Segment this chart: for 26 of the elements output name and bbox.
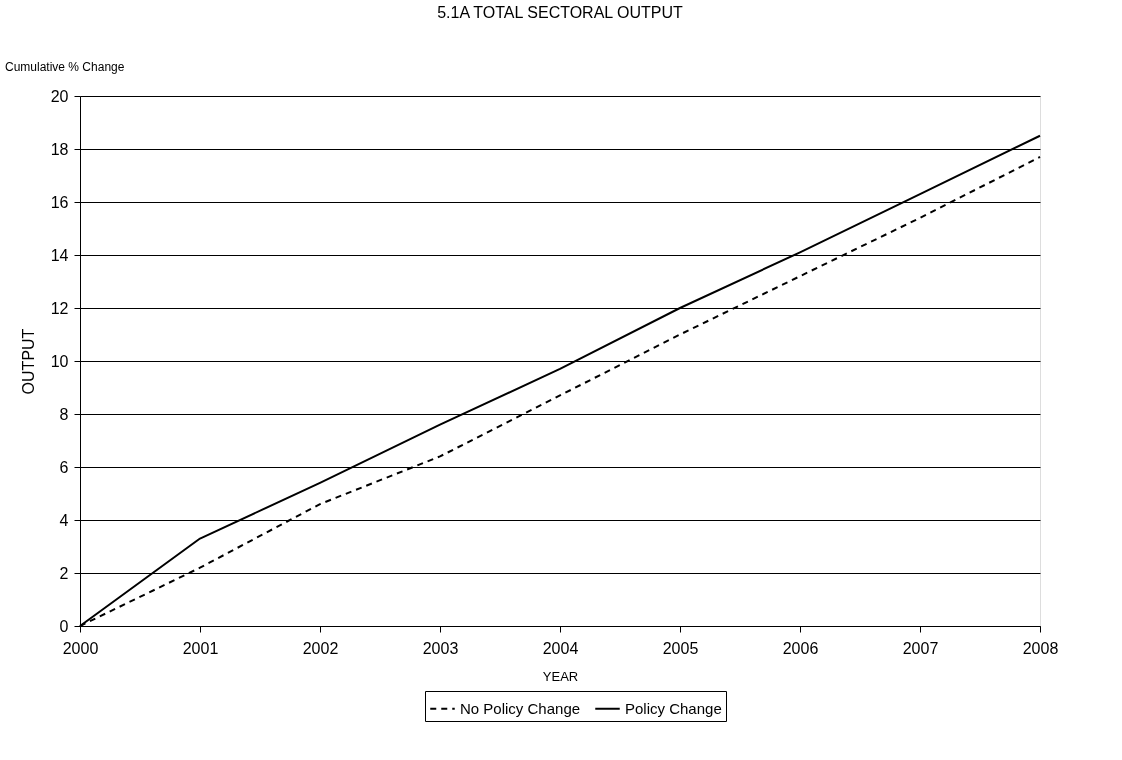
y-tick-label: 6: [59, 458, 69, 476]
x-tick-label: 2003: [422, 639, 459, 657]
y-axis-title: OUTPUT: [19, 328, 37, 395]
y-tick-label: 4: [59, 511, 69, 529]
y-tick-label: 18: [50, 140, 69, 158]
x-tick-label: 2008: [1022, 639, 1059, 657]
y-tick-label: 20: [50, 87, 69, 105]
chart-title: 5.1A TOTAL SECTORAL OUTPUT: [437, 4, 684, 21]
y-tick-label: 10: [50, 352, 69, 370]
x-tick-label: 2004: [542, 639, 579, 657]
x-axis-title: YEAR: [542, 668, 579, 684]
x-tick-label: 2007: [902, 639, 939, 657]
y-tick-label: 12: [50, 299, 69, 317]
x-tick-label: 2002: [302, 639, 339, 657]
y-tick-label: 8: [59, 405, 69, 423]
legend-label: No Policy Change: [460, 699, 581, 717]
x-tick-label: 2005: [662, 639, 699, 657]
chart-subtitle: Cumulative % Change: [5, 60, 125, 74]
y-tick-label: 16: [50, 193, 69, 211]
x-tick-label: 2001: [182, 639, 219, 657]
x-tick-label: 2000: [62, 639, 99, 657]
x-tick-label: 2006: [782, 639, 819, 657]
y-tick-label: 14: [50, 246, 69, 264]
y-tick-label: 0: [59, 617, 69, 635]
legend-label: Policy Change: [625, 699, 722, 717]
y-tick-label: 2: [59, 564, 69, 582]
